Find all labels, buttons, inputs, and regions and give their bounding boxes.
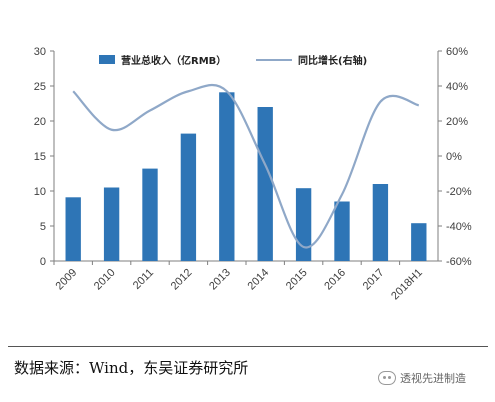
legend-label-growth: 同比增长(右轴) xyxy=(298,54,367,67)
growth-line-path xyxy=(72,83,420,249)
y-right-tick-label: 60% xyxy=(446,46,468,58)
y-left-tick-label: 5 xyxy=(40,221,46,233)
x-tick-label-2016: 2016 xyxy=(322,267,348,293)
x-tick-label-2011: 2011 xyxy=(131,267,156,292)
x-tick-label-2010: 2010 xyxy=(92,267,118,293)
wechat-icon xyxy=(378,371,396,385)
combo-chart: 0 5 10 15 20 25 30 -60% -40% -20% 0% 20% 40% 60% 2009 2… xyxy=(34,46,472,302)
tick-labels: 0 5 10 15 20 25 30 -60% -40% -20% 0% 20% 40% 60% 2009 2… xyxy=(34,46,472,302)
y-left-tick-label: 20 xyxy=(34,116,46,128)
bar-series xyxy=(65,92,427,261)
bar-2014 xyxy=(257,107,273,261)
y-left-tick-label: 30 xyxy=(34,46,46,58)
y-left-tick-label: 25 xyxy=(34,81,46,93)
legend-label-revenue: 营业总收入（亿RMB） xyxy=(121,54,226,67)
y-left-tick-label: 15 xyxy=(34,151,46,163)
bar-2018H1 xyxy=(411,223,427,261)
bar-2015 xyxy=(295,188,312,261)
y-right-tick-label: 0% xyxy=(446,151,462,163)
watermark: 透视先进制造 xyxy=(378,370,466,386)
data-source-note: 数据来源：Wind，东吴证券研究所 xyxy=(14,359,249,377)
x-tick-label-2009: 2009 xyxy=(54,267,80,293)
bar-2011 xyxy=(142,168,158,261)
x-tick-label-2014: 2014 xyxy=(246,267,272,293)
y-left-tick-label: 10 xyxy=(34,186,46,198)
y-right-tick-label: 20% xyxy=(446,116,468,128)
legend-swatch-revenue xyxy=(99,55,115,64)
x-tick-label-2015: 2015 xyxy=(284,267,310,293)
x-tick-label-2013: 2013 xyxy=(207,267,233,293)
x-tick-label-2018H1: 2018H1 xyxy=(389,267,425,303)
y-right-tick-label: -40% xyxy=(446,221,472,233)
bar-2012 xyxy=(180,133,197,261)
watermark-text: 透视先进制造 xyxy=(400,372,466,385)
bar-2017 xyxy=(372,184,389,261)
line-series xyxy=(72,83,420,249)
bar-2016 xyxy=(334,201,350,261)
y-right-tick-label: 40% xyxy=(446,81,468,93)
bar-2010 xyxy=(103,187,120,261)
y-left-tick-label: 0 xyxy=(40,256,46,268)
bar-2009 xyxy=(65,197,81,261)
x-tick-label-2017: 2017 xyxy=(361,267,387,293)
footer-divider xyxy=(8,346,488,347)
y-right-tick-label: -20% xyxy=(446,186,472,198)
x-tick-label-2012: 2012 xyxy=(169,267,195,293)
legend: 营业总收入（亿RMB） 同比增长(右轴) xyxy=(99,54,367,67)
bar-2013 xyxy=(219,92,235,261)
y-right-tick-label: -60% xyxy=(446,256,472,268)
